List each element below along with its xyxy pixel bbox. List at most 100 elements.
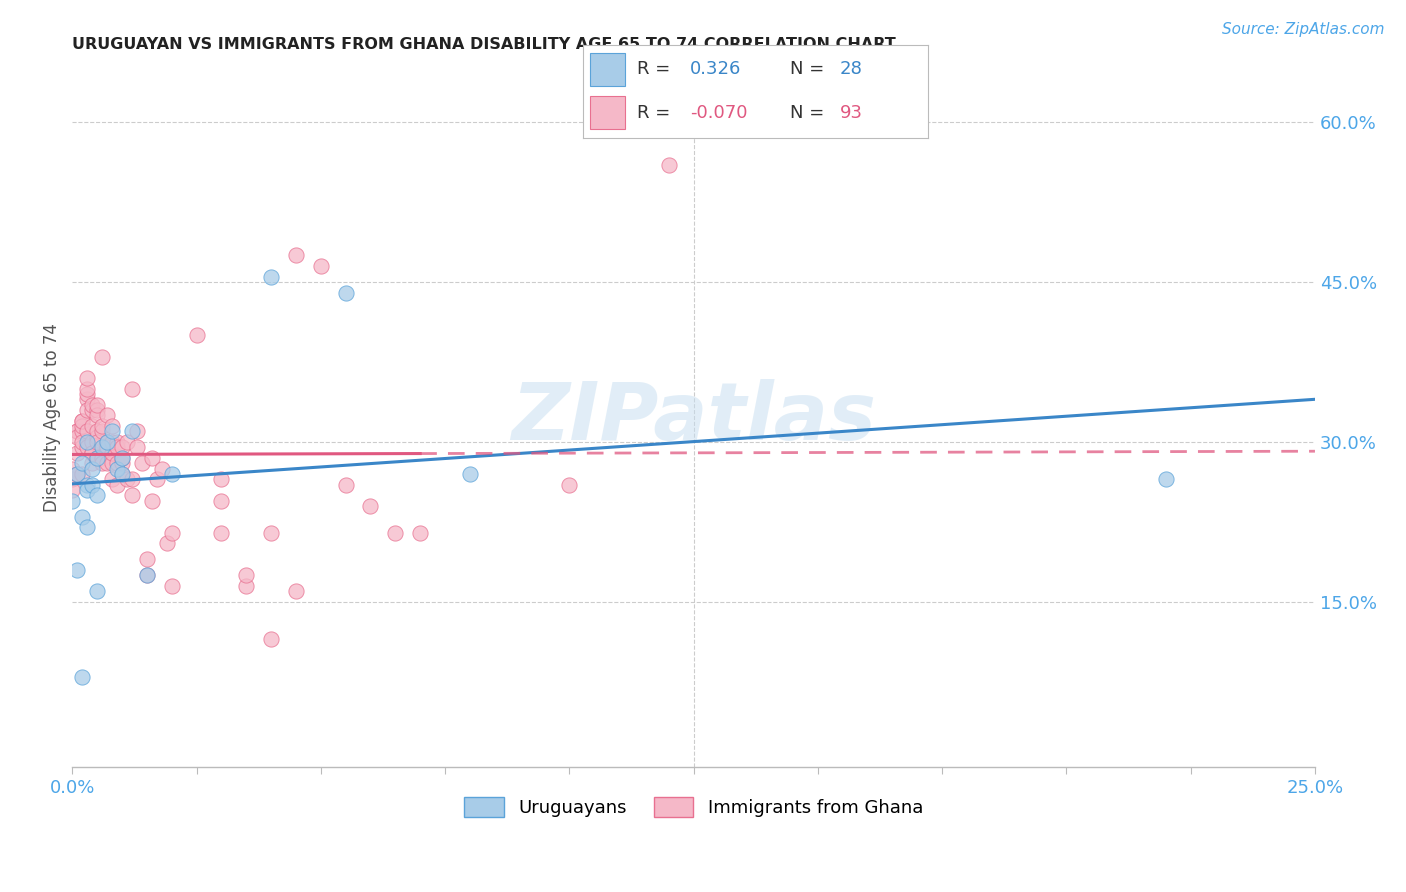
Point — [76, 392, 98, 407]
Point — [121, 425, 143, 439]
Point — [76, 371, 98, 385]
Point — [70, 440, 93, 454]
Point — [135, 568, 157, 582]
Point — [101, 419, 124, 434]
Point — [458, 467, 481, 481]
Point — [86, 425, 108, 439]
Point — [86, 488, 108, 502]
Point — [82, 419, 104, 434]
Point — [60, 493, 83, 508]
Point — [105, 435, 128, 450]
Point — [160, 525, 183, 540]
Point — [70, 670, 93, 684]
Text: N =: N = — [790, 104, 830, 122]
Point — [86, 435, 108, 450]
Point — [209, 525, 232, 540]
Point — [260, 525, 283, 540]
Point — [111, 467, 134, 481]
Point — [66, 467, 89, 481]
Point — [76, 403, 98, 417]
Text: -0.070: -0.070 — [690, 104, 748, 122]
Point — [284, 584, 307, 599]
Point — [86, 409, 108, 423]
Point — [66, 425, 89, 439]
Point — [66, 425, 89, 439]
Text: ZIPatlas: ZIPatlas — [512, 379, 876, 457]
Point — [76, 425, 98, 439]
Point — [76, 477, 98, 491]
Point — [105, 440, 128, 454]
Point — [658, 158, 681, 172]
Point — [101, 456, 124, 470]
Text: N =: N = — [790, 61, 830, 78]
Point — [70, 425, 93, 439]
Text: 93: 93 — [841, 104, 863, 122]
Point — [209, 493, 232, 508]
Text: 0.326: 0.326 — [690, 61, 741, 78]
Point — [82, 403, 104, 417]
Point — [60, 472, 83, 486]
Text: Source: ZipAtlas.com: Source: ZipAtlas.com — [1222, 22, 1385, 37]
Point — [70, 456, 93, 470]
Point — [131, 456, 153, 470]
Point — [115, 472, 138, 486]
Point — [121, 382, 143, 396]
Point — [160, 467, 183, 481]
Text: R =: R = — [637, 61, 676, 78]
Y-axis label: Disability Age 65 to 74: Disability Age 65 to 74 — [44, 324, 60, 512]
Point — [111, 450, 134, 465]
Point — [82, 435, 104, 450]
Bar — [591, 53, 624, 86]
Point — [70, 419, 93, 434]
Point — [60, 461, 83, 475]
Point — [101, 425, 124, 439]
Point — [156, 536, 179, 550]
Point — [76, 483, 98, 497]
Point — [82, 456, 104, 470]
Point — [125, 440, 148, 454]
Point — [111, 450, 134, 465]
Point — [91, 350, 114, 364]
Point — [91, 419, 114, 434]
Point — [135, 568, 157, 582]
Text: 28: 28 — [841, 61, 863, 78]
Point — [160, 579, 183, 593]
Point — [115, 435, 138, 450]
Point — [66, 430, 89, 444]
Point — [70, 467, 93, 481]
Point — [235, 568, 257, 582]
Point — [360, 499, 382, 513]
Point — [66, 467, 89, 481]
Point — [66, 445, 89, 459]
Point — [558, 477, 581, 491]
Bar — [591, 96, 624, 129]
Point — [91, 456, 114, 470]
Point — [70, 435, 93, 450]
Point — [70, 414, 93, 428]
Point — [141, 493, 163, 508]
Point — [91, 440, 114, 454]
Point — [86, 430, 108, 444]
Point — [384, 525, 406, 540]
Point — [105, 477, 128, 491]
Point — [82, 461, 104, 475]
Point — [82, 398, 104, 412]
Point — [96, 435, 118, 450]
Point — [60, 483, 83, 497]
Point — [335, 477, 357, 491]
Point — [150, 461, 173, 475]
Point — [96, 435, 118, 450]
Point — [209, 472, 232, 486]
Point — [76, 435, 98, 450]
Legend: Uruguayans, Immigrants from Ghana: Uruguayans, Immigrants from Ghana — [457, 790, 931, 824]
Point — [86, 584, 108, 599]
Point — [91, 450, 114, 465]
Point — [111, 440, 134, 454]
Point — [101, 472, 124, 486]
Point — [125, 425, 148, 439]
Point — [145, 472, 167, 486]
Point — [105, 456, 128, 470]
Point — [101, 445, 124, 459]
Point — [86, 450, 108, 465]
Point — [260, 632, 283, 647]
